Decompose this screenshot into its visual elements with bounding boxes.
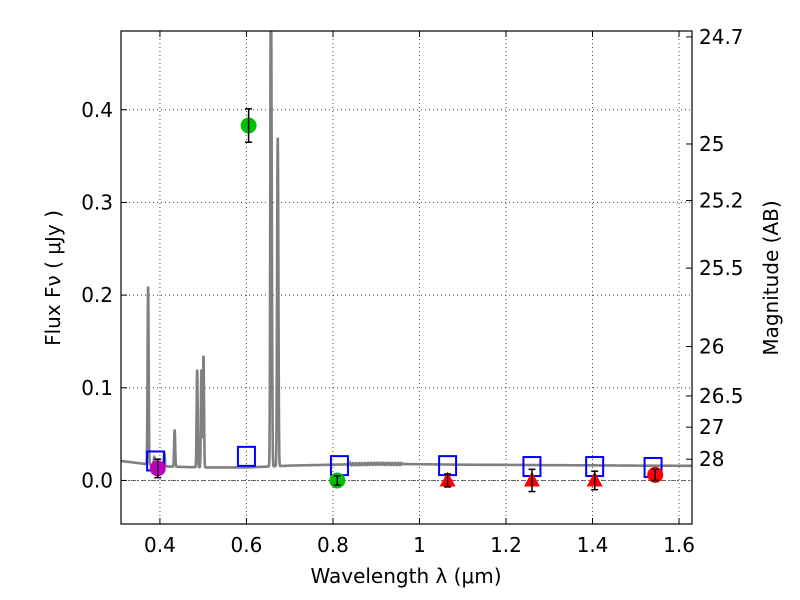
x-tick-label: 0.6: [231, 533, 263, 557]
y-tick-label: 0.3: [81, 190, 113, 214]
right-tick-label: 26: [699, 335, 724, 359]
spectrum-line: [121, 31, 692, 469]
y-tick-label: 0.4: [81, 98, 113, 122]
right-axis-ticks: 24.7 25 25.2 25.5 26 26.5 27 28: [686, 25, 744, 471]
right-tick-label: 25: [699, 132, 724, 156]
x-tick-label: 1.6: [663, 533, 695, 557]
template-spectrum: [121, 31, 692, 469]
x-axis-label: Wavelength λ (μm): [310, 564, 501, 588]
right-tick-label: 25.5: [699, 256, 744, 280]
right-tick-label: 24.7: [699, 25, 744, 49]
observed-photometry: [149, 108, 664, 493]
x-tick-label: 0.4: [144, 533, 176, 557]
y-tick-label: 0.1: [81, 376, 113, 400]
right-tick-label: 28: [699, 447, 724, 471]
x-axis-ticks: 0.4 0.6 0.8 1 1.2 1.4 1.6: [144, 31, 695, 557]
x-tick-label: 1.4: [577, 533, 609, 557]
right-tick-label: 27: [699, 415, 724, 439]
y-axis-ticks: 0.0 0.1 0.2 0.3 0.4: [81, 98, 127, 492]
x-tick-label: 0.8: [317, 533, 349, 557]
y-axis-label: Flux Fν ( μJy ): [41, 210, 65, 346]
plot-frame: [120, 30, 693, 525]
y-tick-label: 0.2: [81, 283, 113, 307]
y-tick-label: 0.0: [81, 468, 113, 492]
right-tick-label: 26.5: [699, 384, 744, 408]
plot-border: [120, 30, 693, 525]
x-tick-label: 1: [413, 533, 426, 557]
right-tick-label: 25.2: [699, 189, 744, 213]
x-tick-label: 1.2: [490, 533, 522, 557]
right-axis-label: Magnitude (AB): [759, 200, 783, 355]
model-point: [236, 445, 256, 467]
